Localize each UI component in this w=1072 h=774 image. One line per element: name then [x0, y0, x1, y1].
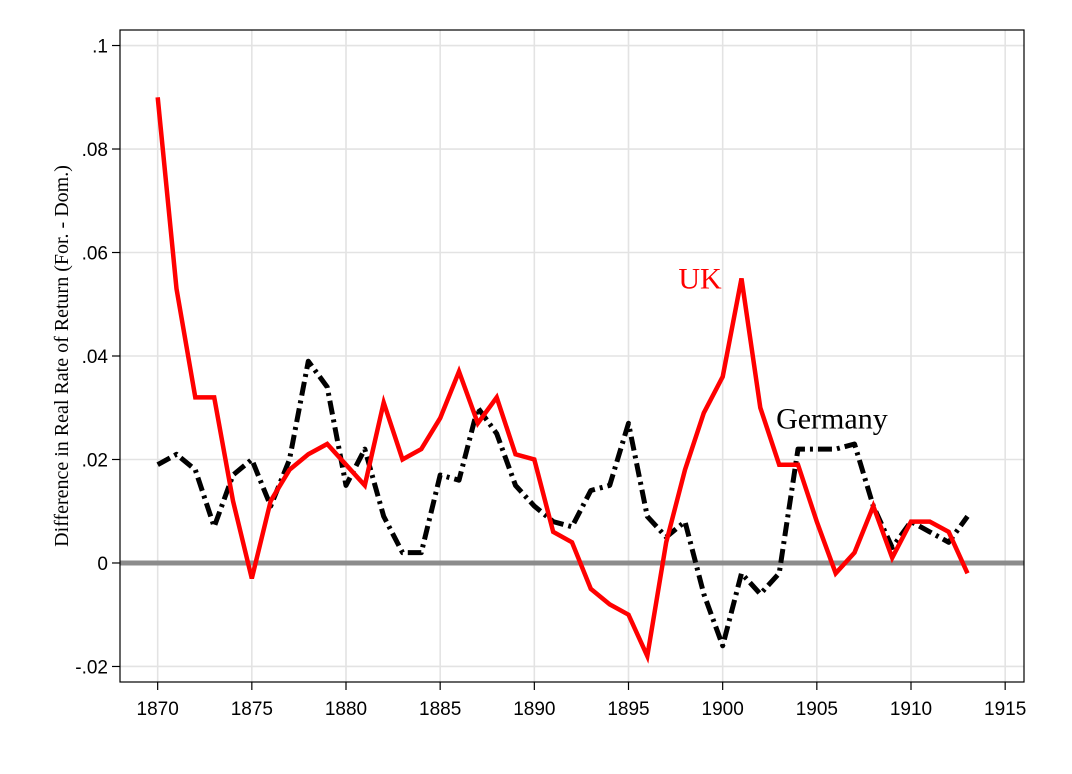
x-axis: 1870 1875 1880 1885 1890 1895 1900 1905 1910 1915 — [137, 682, 1026, 720]
series-label-germany: Germany — [776, 402, 888, 435]
y-tick-label: .06 — [82, 244, 108, 265]
x-tick-label: 1895 — [607, 699, 649, 720]
grid — [120, 30, 1024, 682]
x-tick-label: 1870 — [137, 699, 179, 720]
series-line-uk — [155, 97, 970, 664]
x-tick-label: 1905 — [796, 699, 838, 720]
x-tick-label: 1875 — [231, 699, 273, 720]
y-axis: -.02 0 .02 .04 .06 .08 .1 — [75, 37, 120, 678]
x-tick-label: 1880 — [325, 699, 367, 720]
x-tick-label: 1910 — [890, 699, 932, 720]
x-tick-label: 1900 — [702, 699, 744, 720]
x-tick-label: 1885 — [419, 699, 461, 720]
y-tick-label: .02 — [82, 450, 108, 471]
x-tick-label: 1890 — [513, 699, 555, 720]
y-tick-label: 0 — [97, 554, 108, 575]
series-layer — [155, 97, 970, 664]
annotations: UK Germany — [678, 263, 887, 436]
x-tick-label: 1915 — [984, 699, 1026, 720]
series-line-germany — [156, 358, 970, 649]
y-tick-label: .1 — [92, 37, 108, 58]
series-label-uk: UK — [678, 263, 722, 296]
y-tick-label: .04 — [82, 347, 109, 368]
y-axis-title: Difference in Real Rate of Return (For. … — [51, 165, 73, 547]
y-tick-label: .08 — [82, 140, 108, 161]
y-tick-label: -.02 — [75, 657, 108, 678]
